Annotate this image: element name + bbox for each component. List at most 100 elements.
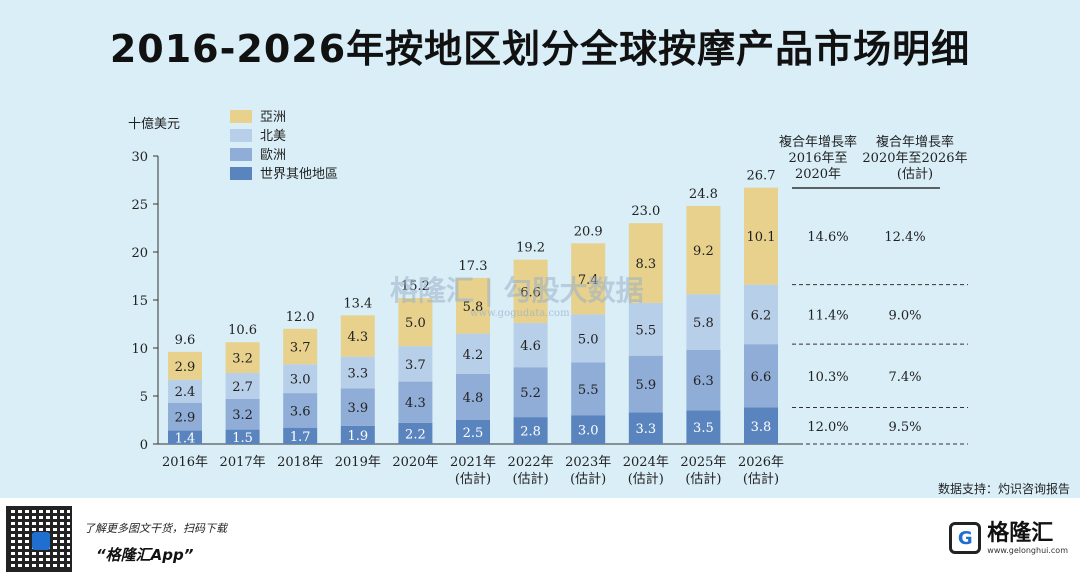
bar-value-label: 1.4 — [175, 431, 196, 446]
legend-label: 北美 — [260, 129, 286, 144]
bar-value-label: 5.0 — [405, 316, 426, 331]
bar-segment — [398, 298, 433, 347]
bar-segment — [571, 362, 606, 416]
legend-swatch — [230, 129, 252, 142]
brand-name: 格隆汇 — [987, 520, 1054, 546]
bar-total-label: 15.2 — [401, 279, 430, 294]
bar-value-label: 2.9 — [175, 411, 196, 426]
bar-value-label: 5.2 — [520, 386, 541, 401]
x-tick-label: 2020年 — [392, 455, 438, 470]
cagr-header-1: 2016年至 — [788, 151, 847, 166]
y-tick-label: 5 — [140, 390, 148, 405]
y-tick-label: 10 — [131, 342, 148, 357]
bar-value-label: 10.1 — [747, 230, 776, 245]
bar-segment — [628, 412, 663, 444]
bar-value-label: 3.5 — [693, 421, 714, 436]
bar-value-label: 4.2 — [463, 348, 484, 363]
bar-value-label: 6.3 — [693, 374, 714, 389]
legend-swatch — [230, 110, 252, 123]
bar-total-label: 17.3 — [459, 259, 488, 274]
bar-segment — [225, 342, 260, 373]
cagr-header-1: 複合年增長率 — [779, 134, 857, 150]
bar-segment — [398, 422, 433, 444]
x-tick-label: 2023年 — [565, 455, 611, 470]
brand-url: www.gelonghui.com — [987, 545, 1068, 555]
bar-segment — [628, 302, 663, 356]
y-tick-label: 25 — [131, 198, 148, 213]
cagr-value-2020-2026: 9.5% — [888, 420, 921, 435]
bar-total-label: 13.4 — [343, 296, 372, 311]
bar-value-label: 3.3 — [347, 366, 368, 381]
x-tick-label: 2016年 — [162, 455, 208, 470]
bar-segment — [283, 364, 318, 394]
bar-value-label: 7.4 — [578, 273, 599, 288]
bar-segment — [398, 346, 433, 382]
x-tick-label: 2021年 — [450, 455, 496, 470]
legend-label: 歐洲 — [260, 148, 286, 163]
cagr-value-2020-2026: 12.4% — [884, 230, 925, 245]
bar-total-label: 26.7 — [747, 169, 776, 184]
bar-segment — [398, 381, 433, 423]
y-tick-label: 0 — [140, 438, 148, 453]
bar-value-label: 4.3 — [347, 330, 368, 345]
bar-value-label: 6.2 — [751, 308, 772, 323]
x-tick-label: (估計) — [455, 471, 491, 487]
brand-logo: G 格隆汇 www.gelonghui.com — [949, 520, 1068, 556]
bar-segment — [571, 314, 606, 363]
y-tick-label: 15 — [131, 294, 148, 309]
x-tick-label: 2026年 — [738, 455, 784, 470]
bar-segment — [686, 294, 721, 350]
bar-segment — [513, 367, 548, 418]
bar-segment — [283, 427, 318, 444]
bar-value-label: 2.8 — [520, 425, 541, 440]
bar-value-label: 2.7 — [232, 380, 253, 395]
bar-segment — [628, 223, 663, 303]
cagr-header-2: (估計) — [897, 166, 933, 182]
bar-value-label: 3.6 — [290, 404, 311, 419]
bar-value-label: 4.3 — [405, 396, 426, 411]
bar-total-label: 23.0 — [631, 204, 660, 219]
bar-total-label: 24.8 — [689, 187, 718, 202]
bar-value-label: 5.8 — [693, 316, 714, 331]
bar-value-label: 5.5 — [578, 383, 599, 398]
legend-label: 亞洲 — [260, 110, 286, 125]
bar-total-label: 9.6 — [175, 333, 196, 348]
bar-segment — [225, 429, 260, 444]
chart-title: 2016-2026年按地区划分全球按摩产品市场明细 — [109, 27, 971, 71]
bar-value-label: 5.0 — [578, 332, 599, 347]
x-tick-label: (估計) — [685, 471, 721, 487]
bar-value-label: 3.2 — [232, 352, 253, 367]
bar-segment — [744, 344, 778, 408]
bar-segment — [340, 388, 375, 426]
cagr-value-2016-2020: 14.6% — [807, 230, 848, 245]
bar-total-label: 19.2 — [516, 241, 545, 256]
brand-mark-icon: G — [949, 522, 982, 554]
app-logo-icon — [32, 532, 50, 550]
bar-segment — [456, 373, 490, 420]
bar-segment — [571, 415, 606, 444]
watermark-url: www.gogudata.com — [470, 308, 570, 319]
bar-value-label: 1.7 — [290, 430, 311, 445]
bar-value-label: 5.9 — [635, 378, 656, 393]
y-tick-label: 30 — [131, 150, 148, 165]
bar-value-label: 2.2 — [405, 427, 426, 442]
bar-value-label: 5.5 — [635, 323, 656, 338]
bar-value-label: 3.8 — [751, 420, 772, 435]
cagr-value-2016-2020: 10.3% — [807, 370, 848, 385]
bar-segment — [340, 315, 375, 357]
bar-value-label: 6.6 — [751, 370, 772, 385]
x-tick-label: 2019年 — [335, 455, 381, 470]
bar-value-label: 3.9 — [347, 401, 368, 416]
bar-value-label: 3.3 — [635, 422, 656, 437]
bar-total-label: 10.6 — [228, 323, 257, 338]
bar-segment — [744, 284, 778, 345]
x-tick-label: (估計) — [513, 471, 549, 487]
x-tick-label: 2025年 — [680, 455, 726, 470]
bar-segment — [340, 356, 375, 389]
bar-value-label: 2.9 — [175, 360, 196, 375]
x-tick-label: (估計) — [628, 471, 664, 487]
bar-segment — [686, 205, 721, 295]
x-tick-label: 2024年 — [623, 455, 669, 470]
footer: 了解更多图文干货，扫码下载 “格隆汇App” G 格隆汇 www.gelongh… — [0, 498, 1080, 578]
